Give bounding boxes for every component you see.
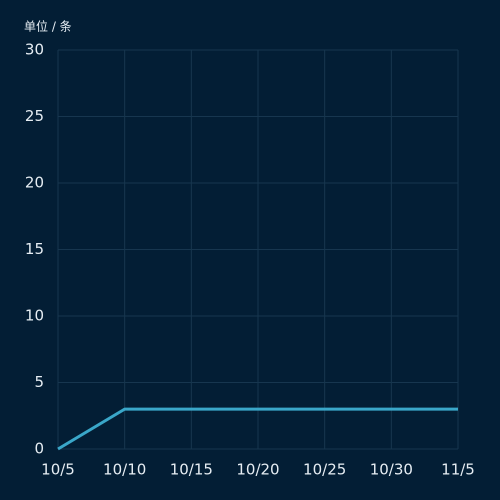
y-tick-label: 25 <box>25 107 44 125</box>
x-tick-label: 10/20 <box>236 461 279 479</box>
x-tick-label: 10/10 <box>103 461 146 479</box>
x-tick-label: 11/5 <box>441 461 475 479</box>
y-tick-label: 5 <box>34 373 44 391</box>
y-tick-label: 30 <box>25 41 44 59</box>
line-series <box>57 407 458 451</box>
x-tick-label: 10/5 <box>41 461 75 479</box>
y-tick-label: 10 <box>25 307 44 325</box>
x-tick-label: 10/30 <box>370 461 413 479</box>
y-tick-label: 20 <box>25 174 44 192</box>
y-tick-label: 0 <box>34 440 44 458</box>
y-axis-label: 单位 / 条 <box>24 19 72 34</box>
y-tick-label: 15 <box>25 240 44 258</box>
x-tick-label: 10/15 <box>170 461 213 479</box>
x-tick-label: 10/25 <box>303 461 346 479</box>
